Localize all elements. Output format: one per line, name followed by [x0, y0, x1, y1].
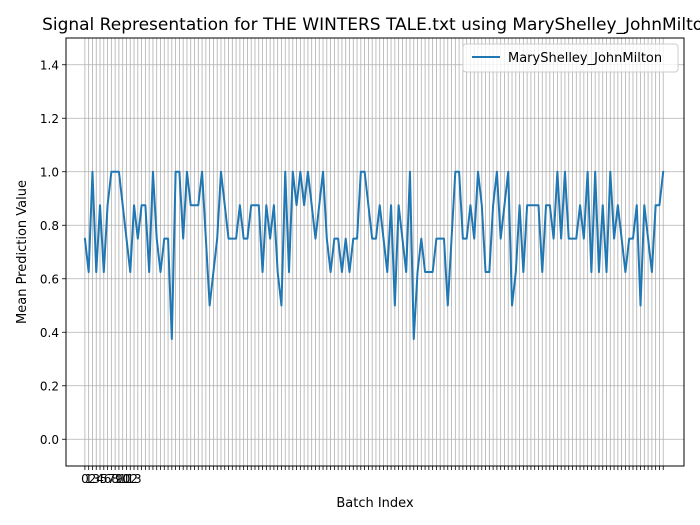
legend-label-maryshelley-johnmilton: MaryShelley_JohnMilton: [508, 51, 662, 66]
x-tick-label: 1: [85, 472, 93, 486]
x-tick-label: 11: [119, 472, 134, 486]
x-tick-label: 7: [108, 472, 116, 486]
x-tick-label: 4: [96, 472, 104, 486]
y-tick-label: 1.2: [40, 112, 59, 126]
x-tick-label: 8: [111, 472, 119, 486]
x-gridlines: [84, 38, 664, 466]
y-tick-label: 0.2: [40, 379, 59, 393]
y-axis-label: Mean Prediction Value: [15, 180, 30, 324]
y-tick-label: 0.0: [40, 433, 59, 447]
x-tick-label: 3: [92, 472, 100, 486]
y-tick-label: 0.8: [40, 219, 59, 233]
x-tick-label: 12: [123, 472, 138, 486]
y-tick-label: 1.0: [40, 165, 59, 179]
x-tick-label: 13: [126, 472, 141, 486]
chart-title: Signal Representation for THE WINTERS TA…: [42, 15, 700, 35]
series-line-maryshelley-johnmilton: [83, 170, 665, 340]
y-tick-label: 0.6: [40, 272, 59, 286]
x-tick-label: 9: [115, 472, 123, 486]
x-tick-label: 5: [100, 472, 108, 486]
y-axis-ticks: 0.0 0.2 0.4 0.6 0.8 1.0 1.2 1.4: [40, 58, 66, 447]
plot-frame: [65, 37, 685, 467]
legend: MaryShelley_JohnMilton: [462, 43, 679, 73]
x-axis-label: Batch Index: [336, 496, 414, 511]
x-tick-label: 0: [81, 472, 89, 486]
y-tick-label: 1.4: [40, 58, 59, 72]
x-tick-label: 10: [115, 472, 130, 486]
x-tick-label: 6: [104, 472, 112, 486]
x-tick-label: 2: [89, 472, 97, 486]
y-tick-label: 0.4: [40, 326, 59, 340]
legend-box: [462, 43, 679, 73]
